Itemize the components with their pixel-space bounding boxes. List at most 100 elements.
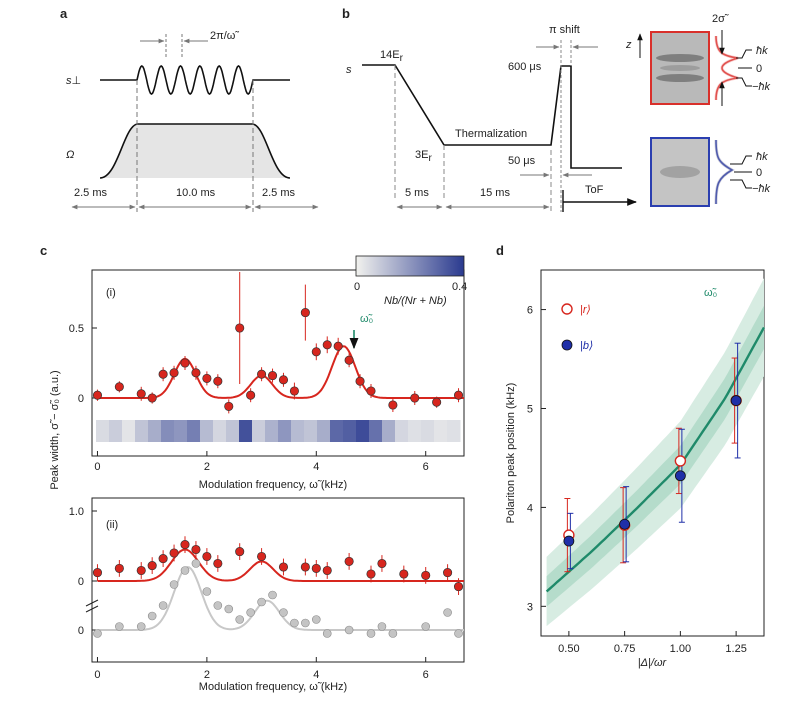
c-ii-red-point (443, 568, 453, 578)
c-i-strip-cell (174, 420, 188, 442)
c-i-point (333, 341, 343, 351)
c-i-strip-cell (109, 420, 123, 442)
c-i-strip-cell (200, 420, 214, 442)
c-i-strip-cell (434, 420, 448, 442)
t15-label: 15 ms (480, 187, 510, 199)
c-ii-gray-point (322, 629, 332, 638)
c-i-strip-cell (226, 420, 240, 442)
d-points (563, 342, 742, 573)
c-i-strip-cell (122, 420, 136, 442)
c-ii-red-point (147, 561, 157, 571)
d-ytick-label: 6 (527, 305, 533, 317)
c-ii-fit-red (97, 548, 464, 582)
omega-pulse-fill (100, 124, 290, 178)
panel-d-letter: d (496, 243, 504, 258)
c-i-point (311, 347, 321, 357)
colorbar-min: 0 (354, 281, 360, 293)
c-i-point (322, 340, 332, 350)
c-i-point (169, 368, 179, 378)
c-ii-xtick-label: 6 (423, 669, 429, 681)
c-i-point (92, 390, 103, 400)
t600-label: 600 μs (508, 61, 542, 73)
c-i-strip-cell (96, 420, 110, 442)
c-i-points (92, 272, 464, 414)
c-i-strip-cell (239, 420, 253, 442)
d-ticks: 0.50 0.75 1.00 1.25 3 4 5 6 (527, 305, 747, 655)
c-i-strip-cell (278, 420, 292, 442)
c-i-point (388, 400, 398, 410)
d-xtick-label: 0.50 (558, 643, 579, 655)
c-i-point (432, 397, 442, 407)
d-xlabel: |Δ|/ωr (638, 657, 668, 669)
c-ii-red-point (213, 558, 223, 569)
c-ii-red-point (300, 562, 310, 572)
hk-label-red: ħk (756, 45, 768, 57)
colorbar (355, 255, 465, 277)
c-ii-red-point (453, 582, 464, 592)
lattice-depth-sequence (362, 64, 622, 169)
c-ii-gray-point (136, 622, 146, 631)
c-ii-gray-point (268, 590, 277, 600)
c-ii-xtick-label: 4 (313, 669, 319, 681)
c-ii-gray-point (421, 622, 431, 631)
panel-a-letter: a (60, 6, 68, 21)
c-ii-gray-point (301, 618, 310, 628)
c-i-xtick-label: 2 (204, 461, 210, 473)
c-i-strip-cell (161, 420, 175, 442)
c-ii-red-point (377, 558, 387, 569)
c-ii-ytick-label: 0 (78, 576, 84, 588)
c-ii-gray-point (147, 611, 157, 621)
cloud-upper (656, 54, 704, 62)
hk-leader-red (736, 49, 752, 59)
c-i-strip-cell (291, 420, 305, 442)
d-xtick-label: 1.25 (725, 643, 746, 655)
c-ii-gray-point (235, 615, 245, 624)
c-i-strip-cell (330, 420, 344, 442)
c-ii-gray-point (257, 597, 266, 607)
c-i-point (246, 390, 256, 400)
cloud-lower (656, 74, 704, 82)
c-i-point (300, 308, 310, 318)
d-r-point (674, 455, 687, 467)
c-i-strip-cell (304, 420, 318, 442)
c-i-strip-cell (369, 420, 383, 442)
c-i-strip-cell (187, 420, 201, 442)
c-i-strip-cell (356, 420, 370, 442)
d-b-point (619, 518, 631, 530)
panel-d: d 0.50 0.75 1.00 1.25 3 4 5 6 Polariton peak po… (496, 243, 766, 669)
hk-label-blue: ħk (756, 151, 768, 163)
mhk-label-blue: −ħk (752, 183, 771, 195)
c-i-strip-cell (343, 420, 357, 442)
d-ytick-label: 4 (527, 502, 533, 514)
c-ii-gray-point (344, 625, 354, 635)
red-profile-data (714, 35, 739, 101)
c-ii-axis-break (85, 599, 99, 613)
thermalization-label: Thermalization (455, 128, 527, 140)
c-i-strip-cell (395, 420, 409, 442)
c-ii-red-point (366, 569, 376, 579)
c-ii-points (92, 536, 464, 638)
tof-image-red-frame (650, 31, 710, 105)
c-i-point (158, 369, 168, 379)
e3-label: 3Er (415, 149, 432, 164)
c-i-point (114, 382, 124, 392)
legend-b-marker (561, 339, 573, 351)
c-i-strip-cell (135, 420, 149, 442)
blue-profile-data (714, 139, 736, 205)
c-ii-gray-point (191, 559, 201, 568)
c-ii-ytick-label: 0 (78, 625, 84, 637)
panel-a: a 2π/ω̃ s⊥ Ω 2.5 ms 10.0 ms 2.5 ms (60, 6, 319, 212)
t50-label: 50 μs (508, 155, 536, 167)
c-ii-gray-point (246, 608, 255, 617)
modulation-waveform (100, 65, 290, 95)
omega-label: Ω (66, 149, 74, 161)
c-i-strip-cell (421, 420, 435, 442)
colorbar-max: 0.4 (452, 281, 467, 293)
c-i-point (366, 386, 376, 396)
c-ii-gray-point (377, 622, 387, 631)
d-ytick-label: 3 (527, 601, 533, 613)
duration-ramp-down: 2.5 ms (262, 187, 296, 199)
c-ii-red-point (235, 547, 245, 557)
c-ii-gray-point (311, 615, 321, 624)
t5-label: 5 ms (405, 187, 429, 199)
